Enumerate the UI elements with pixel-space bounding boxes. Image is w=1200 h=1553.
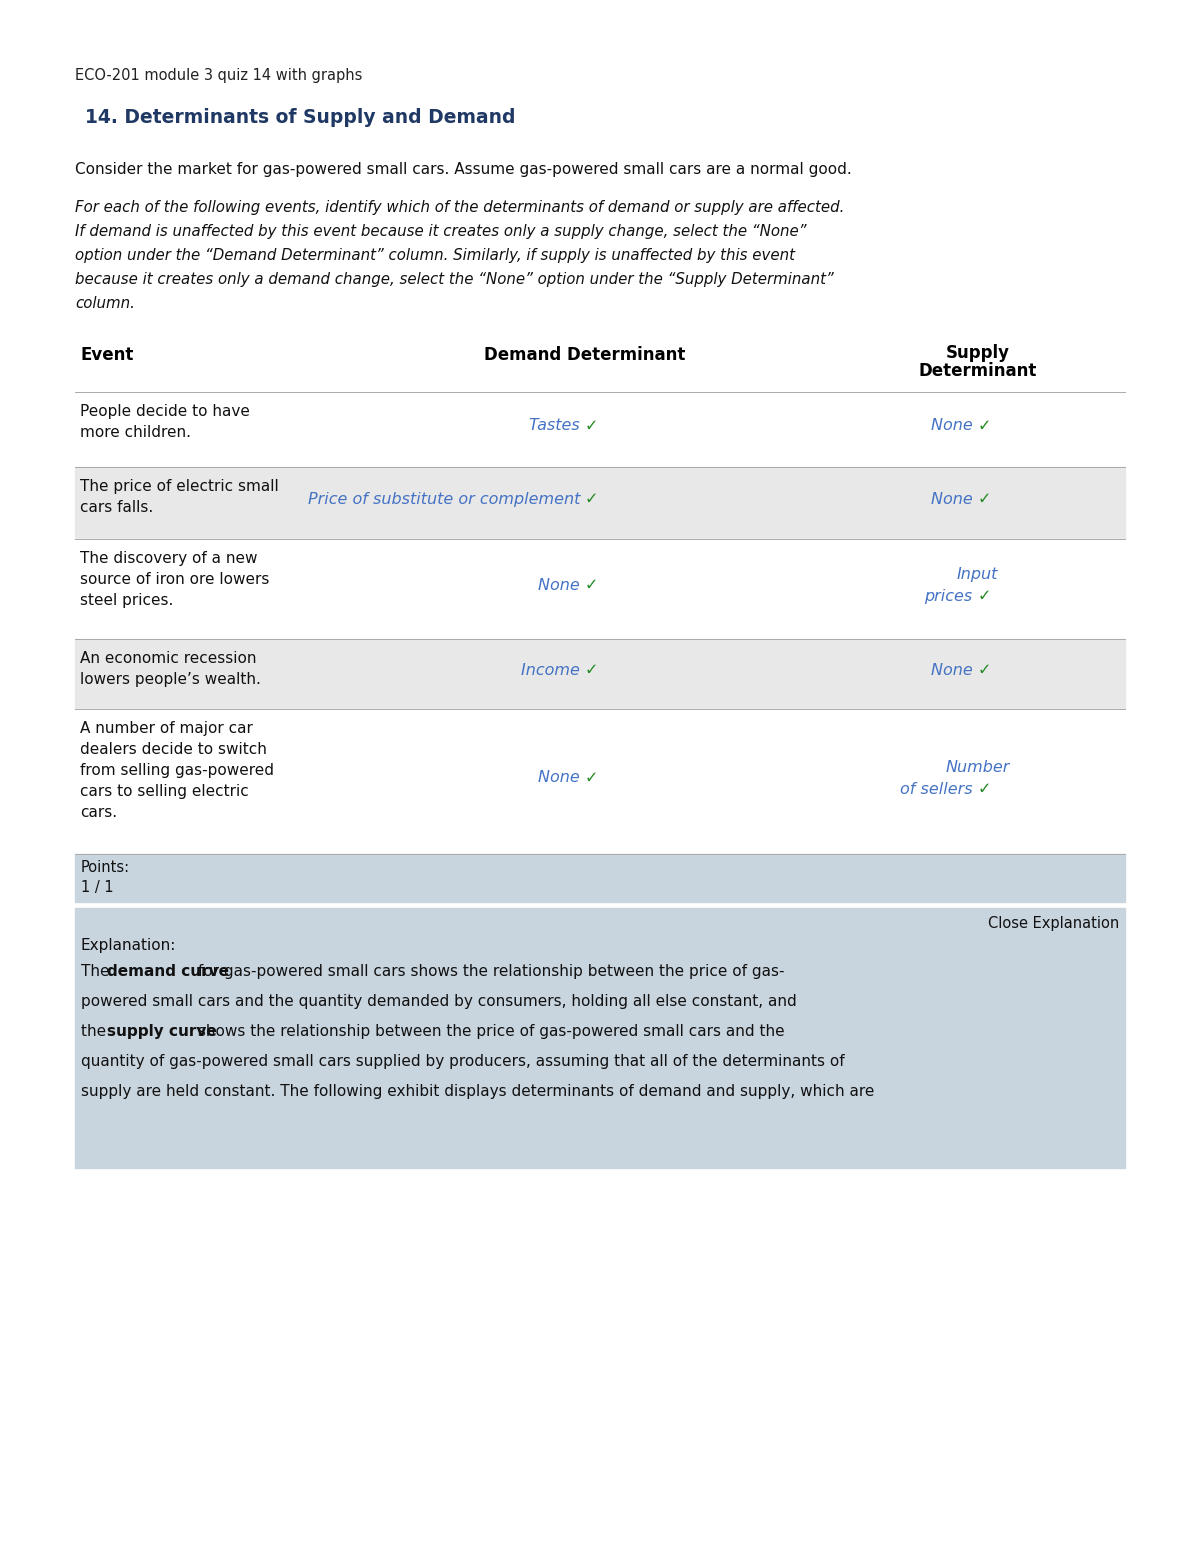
Text: 1 / 1: 1 / 1: [82, 881, 114, 895]
Text: option under the “Demand Determinant” column. Similarly, if supply is unaffected: option under the “Demand Determinant” co…: [74, 248, 796, 262]
Text: cars falls.: cars falls.: [80, 500, 154, 516]
Text: ✓: ✓: [586, 578, 599, 593]
Text: Close Explanation: Close Explanation: [988, 916, 1120, 930]
Text: Number: Number: [946, 759, 1009, 775]
Text: Event: Event: [80, 346, 133, 363]
Text: ✓: ✓: [586, 663, 599, 679]
Text: supply curve: supply curve: [107, 1023, 217, 1039]
Text: None: None: [538, 770, 586, 786]
Text: shows the relationship between the price of gas-powered small cars and the: shows the relationship between the price…: [193, 1023, 785, 1039]
Text: Input: Input: [956, 567, 998, 582]
Text: because it creates only a demand change, select the “None” option under the “Sup: because it creates only a demand change,…: [74, 272, 834, 287]
Text: ✓: ✓: [586, 492, 599, 506]
Text: cars.: cars.: [80, 804, 118, 820]
Text: None: None: [931, 663, 978, 679]
Text: powered small cars and the quantity demanded by consumers, holding all else cons: powered small cars and the quantity dema…: [82, 994, 797, 1009]
Text: Points:: Points:: [82, 860, 130, 874]
Text: An economic recession: An economic recession: [80, 651, 257, 666]
Bar: [74, 909, 1126, 1168]
Text: steel prices.: steel prices.: [80, 593, 173, 609]
Bar: [74, 539, 1126, 638]
Text: cars to selling electric: cars to selling electric: [80, 784, 248, 798]
Text: from selling gas-powered: from selling gas-powered: [80, 763, 274, 778]
Text: ECO-201 module 3 quiz 14 with graphs: ECO-201 module 3 quiz 14 with graphs: [74, 68, 362, 82]
Text: 14. Determinants of Supply and Demand: 14. Determinants of Supply and Demand: [85, 109, 516, 127]
Text: ✓: ✓: [978, 781, 991, 797]
Text: more children.: more children.: [80, 426, 191, 439]
Text: ✓: ✓: [586, 770, 599, 786]
Text: dealers decide to switch: dealers decide to switch: [80, 742, 266, 756]
Text: Income: Income: [521, 663, 586, 679]
Text: None: None: [538, 578, 586, 593]
Text: demand curve: demand curve: [107, 964, 229, 978]
Text: source of iron ore lowers: source of iron ore lowers: [80, 572, 269, 587]
Bar: [74, 467, 1126, 539]
Text: The: The: [82, 964, 114, 978]
Bar: [74, 638, 1126, 710]
Text: quantity of gas-powered small cars supplied by producers, assuming that all of t: quantity of gas-powered small cars suppl…: [82, 1054, 845, 1068]
Text: The price of electric small: The price of electric small: [80, 478, 278, 494]
Text: The discovery of a new: The discovery of a new: [80, 551, 258, 565]
Text: of sellers: of sellers: [900, 781, 978, 797]
Text: ✓: ✓: [978, 589, 991, 604]
Text: lowers people’s wealth.: lowers people’s wealth.: [80, 672, 260, 686]
Text: supply are held constant. The following exhibit displays determinants of demand : supply are held constant. The following …: [82, 1084, 875, 1100]
Text: column.: column.: [74, 297, 134, 311]
Text: If demand is unaffected by this event because it creates only a supply change, s: If demand is unaffected by this event be…: [74, 224, 806, 239]
Text: None: None: [931, 492, 978, 506]
Text: Determinant: Determinant: [918, 362, 1037, 380]
Text: ✓: ✓: [978, 492, 991, 506]
Text: A number of major car: A number of major car: [80, 721, 253, 736]
Bar: [74, 391, 1126, 467]
Text: Consider the market for gas-powered small cars. Assume gas-powered small cars ar: Consider the market for gas-powered smal…: [74, 162, 852, 177]
Bar: [74, 854, 1126, 902]
Text: For each of the following events, identify which of the determinants of demand o: For each of the following events, identi…: [74, 200, 845, 214]
Text: Supply: Supply: [946, 345, 1009, 362]
Text: Explanation:: Explanation:: [82, 938, 176, 954]
Text: People decide to have: People decide to have: [80, 404, 250, 419]
Bar: [74, 710, 1126, 854]
Text: Demand Determinant: Demand Determinant: [485, 346, 685, 363]
Text: the: the: [82, 1023, 112, 1039]
Text: Tastes: Tastes: [529, 418, 586, 433]
Text: prices: prices: [924, 589, 978, 604]
Text: ✓: ✓: [586, 418, 599, 433]
Text: for gas-powered small cars shows the relationship between the price of gas-: for gas-powered small cars shows the rel…: [193, 964, 785, 978]
Text: Price of substitute or complement: Price of substitute or complement: [307, 492, 586, 506]
Text: ✓: ✓: [978, 418, 991, 433]
Text: ✓: ✓: [978, 663, 991, 679]
Text: None: None: [931, 418, 978, 433]
